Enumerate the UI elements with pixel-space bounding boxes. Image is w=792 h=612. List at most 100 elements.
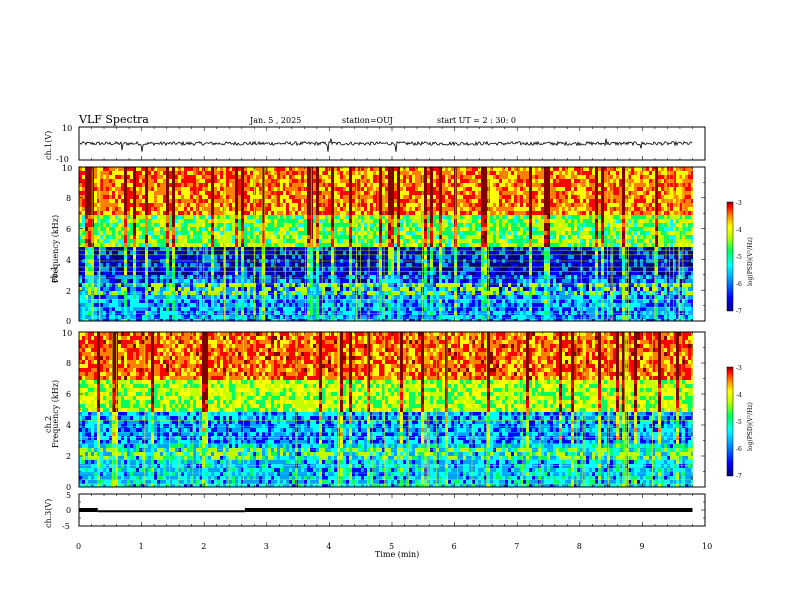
spectrogram-cell: [235, 263, 238, 267]
spectrogram-cell: [274, 263, 277, 267]
spectrogram-cell: [394, 191, 397, 195]
spectrogram-cell: [352, 203, 355, 207]
spectrogram-cell: [229, 299, 232, 303]
spectrogram-cell: [343, 267, 346, 271]
spectrogram-cell: [325, 227, 328, 231]
spectrogram-cell: [127, 215, 130, 219]
spectrogram-cell: [241, 211, 244, 215]
spectrogram-cell: [403, 303, 406, 307]
spectrogram-cell: [406, 307, 409, 311]
spectrogram-cell: [325, 223, 328, 227]
spectrogram-cell: [400, 175, 403, 179]
spectrogram-cell: [271, 299, 274, 303]
spectrogram-cell: [430, 251, 433, 255]
spectrogram-cell: [283, 243, 286, 247]
spectrogram-cell: [166, 227, 169, 231]
spectrogram-cell: [445, 267, 448, 271]
spectrogram-cell: [103, 195, 106, 199]
spectrogram-cell: [283, 223, 286, 227]
spectrogram-cell: [439, 255, 442, 259]
spectrogram-cell: [358, 175, 361, 179]
spectrogram-cell: [160, 219, 163, 223]
spectrogram-cell: [271, 251, 274, 255]
spectrogram-cell: [121, 275, 124, 279]
spectrogram-cell: [337, 319, 340, 321]
spectrogram-cell: [190, 219, 193, 223]
spectrogram-cell: [217, 199, 220, 203]
spectrogram-cell: [268, 279, 271, 283]
spectrogram-cell: [172, 203, 175, 207]
spectrogram-cell: [340, 195, 343, 199]
spectrogram-cell: [112, 243, 115, 247]
spectrogram-cell: [148, 219, 151, 223]
spectrogram-cell: [154, 215, 157, 219]
spectrogram-cell: [340, 219, 343, 223]
spectrogram-cell: [145, 175, 148, 179]
spectrogram-cell: [82, 219, 85, 223]
spectrogram-cell: [259, 183, 262, 187]
spectrogram-cell: [193, 203, 196, 207]
spectrogram-cell: [106, 199, 109, 203]
spectrogram-cell: [178, 319, 181, 321]
spectrogram-cell: [100, 307, 103, 311]
spectrogram-cell: [271, 183, 274, 187]
spectrogram-cell: [163, 251, 166, 255]
spectrogram-cell: [238, 191, 241, 195]
spectrogram-cell: [238, 171, 241, 175]
spectrogram-cell: [307, 307, 310, 311]
spectrogram-cell: [271, 315, 274, 319]
spectrogram-cell: [235, 275, 238, 279]
spectrogram-cell: [160, 215, 163, 219]
spectrogram-cell: [343, 275, 346, 279]
spectrogram-cell: [376, 247, 379, 251]
spectrogram-cell: [364, 175, 367, 179]
spectrogram-cell: [256, 235, 259, 239]
spectrogram-cell: [346, 243, 349, 247]
spectrogram-cell: [295, 215, 298, 219]
spectrogram-cell: [331, 175, 334, 179]
spectrogram-cell: [418, 263, 421, 267]
spectrogram-cell: [79, 275, 82, 279]
spectrogram-cell: [361, 187, 364, 191]
spectrogram-cell: [298, 283, 301, 287]
spectrogram-cell: [409, 215, 412, 219]
spectrogram-cell: [334, 211, 337, 215]
spectrogram-cell: [154, 247, 157, 251]
spectrogram-cell: [427, 247, 430, 251]
spectrogram-cell: [331, 231, 334, 235]
spectrogram-cell: [145, 283, 148, 287]
spectrogram-cell: [109, 235, 112, 239]
spectrogram-cell: [217, 195, 220, 199]
spectrogram-cell: [118, 251, 121, 255]
spectrogram-cell: [100, 239, 103, 243]
spectrogram-cell: [211, 195, 214, 199]
spectrogram-cell: [295, 267, 298, 271]
spectrogram-cell: [100, 179, 103, 183]
spectrogram-cell: [382, 215, 385, 219]
spectrogram-cell: [415, 255, 418, 259]
spectrogram-cell: [199, 255, 202, 259]
spectrogram-cell: [247, 283, 250, 287]
spectrogram-cell: [394, 167, 397, 171]
spectrogram-cell: [154, 319, 157, 321]
spectrogram-cell: [316, 199, 319, 203]
spectrogram-cell: [319, 179, 322, 183]
spectrogram-cell: [244, 267, 247, 271]
spectrogram-cell: [361, 263, 364, 267]
spectrogram-cell: [394, 207, 397, 211]
spectrogram-cell: [193, 307, 196, 311]
spectrogram-cell: [385, 179, 388, 183]
spectrogram-cell: [337, 279, 340, 283]
spectrogram-cell: [151, 183, 154, 187]
spectrogram-cell: [337, 247, 340, 251]
spectrogram-cell: [352, 195, 355, 199]
spectrogram-cell: [166, 263, 169, 267]
spectrogram-cell: [409, 243, 412, 247]
spectrogram-cell: [130, 239, 133, 243]
spectrogram-cell: [151, 295, 154, 299]
spectrogram-cell: [337, 315, 340, 319]
spectrogram-cell: [280, 199, 283, 203]
spectrogram-cell: [142, 299, 145, 303]
spectrogram-cell: [289, 275, 292, 279]
spectrogram-cell: [349, 175, 352, 179]
